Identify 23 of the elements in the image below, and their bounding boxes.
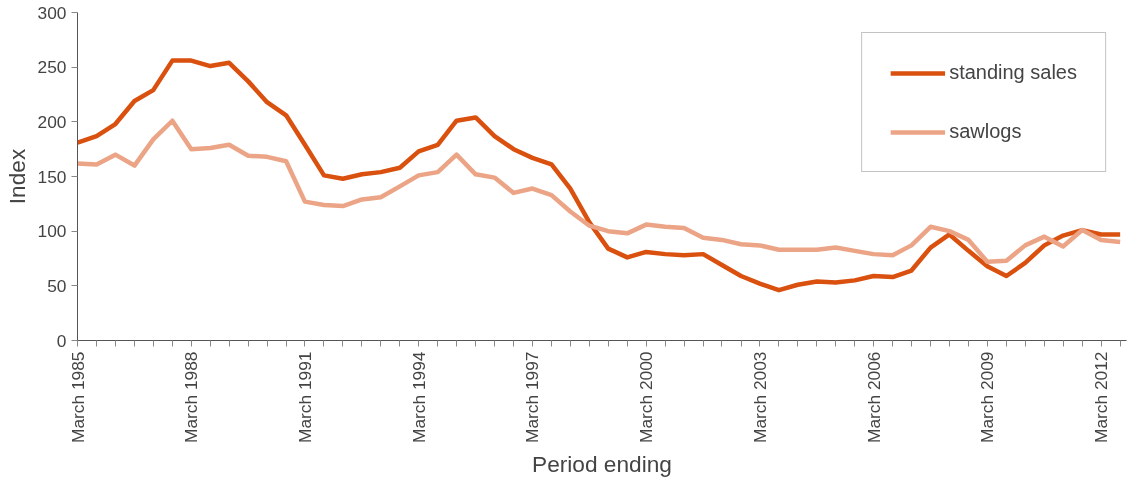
y-axis-title: Index: [3, 148, 30, 205]
x-tick-label: March 1994: [408, 351, 429, 444]
x-tick-label: March 1991: [294, 351, 315, 444]
line-series: [77, 118, 1123, 265]
y-tick-label: 100: [37, 221, 67, 242]
legend-label: standing sales: [949, 61, 1077, 84]
line-series: [77, 58, 1123, 293]
x-tick-label: March 1985: [67, 351, 88, 444]
y-tick-label: 50: [47, 275, 67, 296]
x-tick-label: March 1997: [522, 351, 543, 444]
x-tick-label: March 2003: [749, 351, 770, 444]
y-tick-label: 150: [37, 166, 67, 187]
x-tick-label: March 2012: [1091, 351, 1112, 444]
legend-label: sawlogs: [949, 120, 1022, 143]
x-tick-label: March 2006: [863, 351, 884, 444]
y-tick-label: 300: [37, 2, 67, 23]
y-tick-label: 250: [37, 57, 67, 78]
x-tick-label: March 2009: [977, 351, 998, 444]
x-axis-title: Period ending: [532, 451, 672, 478]
y-tick-label: 0: [56, 330, 67, 351]
x-tick-label: March 2000: [636, 351, 657, 444]
x-tick-label: March 1988: [181, 351, 202, 444]
y-tick-label: 200: [37, 111, 67, 132]
